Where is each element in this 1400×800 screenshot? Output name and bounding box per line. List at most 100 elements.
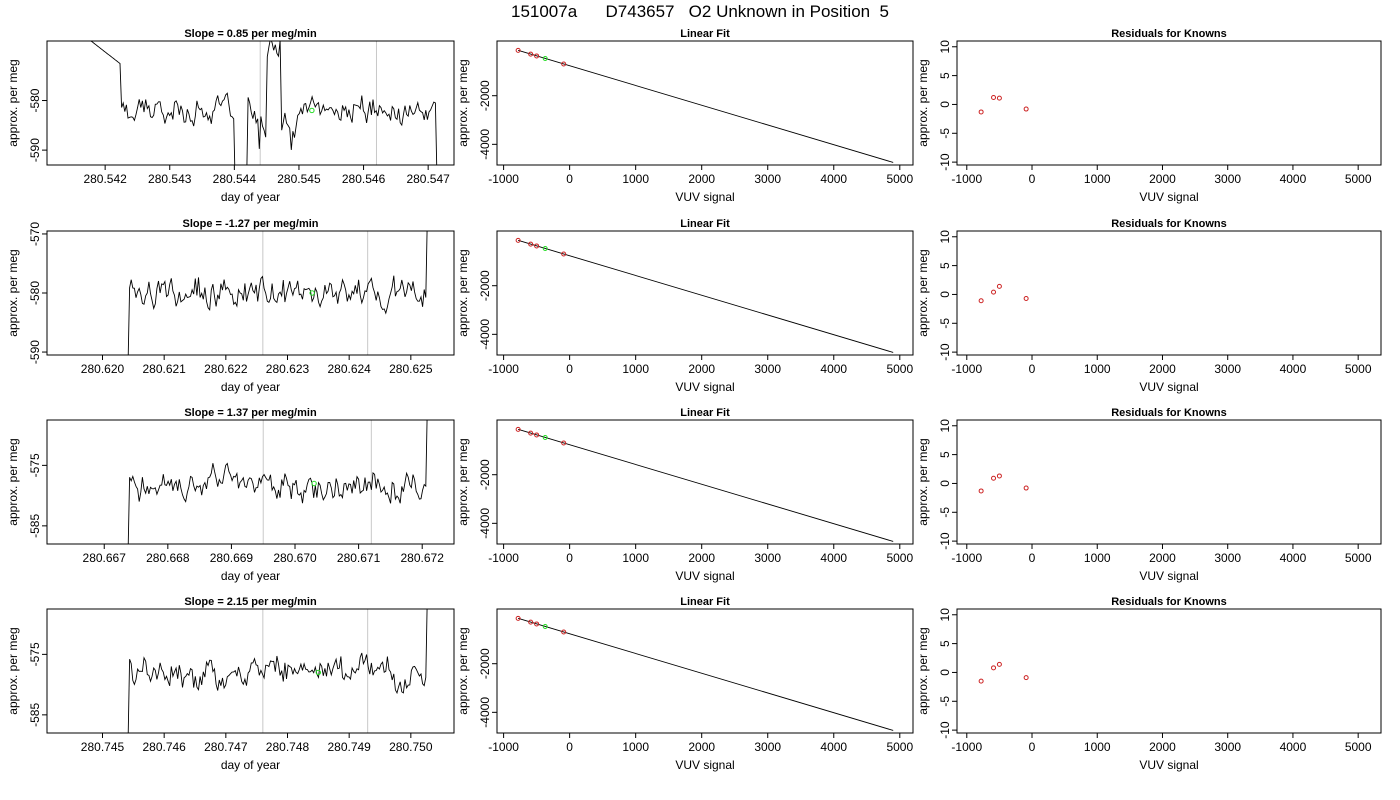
panel-3-1-series-line [127, 420, 428, 544]
panel-3-3-residual-point-2 [991, 475, 997, 481]
panel-2-1-ylabel: approx. per meg [6, 249, 20, 336]
panel-1-1-ytick-label-1: -590 [28, 138, 42, 162]
panel-2-3-xtick-label-2: 0 [1029, 362, 1036, 376]
panel-1-3-title: Residuals for Knowns [1111, 28, 1227, 40]
panel-1-3-ytick-label-4: 5 [938, 72, 952, 79]
panel-1-3-xtick-label-2: 0 [1029, 172, 1036, 186]
panel-2-3-xtick-label-3: 1000 [1084, 362, 1111, 376]
panel-2-3-ytick-label-1: -10 [938, 343, 952, 361]
panel-4-3-xtick-label-7: 5000 [1345, 740, 1372, 754]
panel-2-2-xtick-label-2: 0 [566, 362, 573, 376]
panel-1-2-xtick-label-6: 4000 [820, 172, 847, 186]
panel-1-3-ytick-label-1: -10 [938, 153, 952, 171]
panel-2-3-ytick-label-5: 10 [938, 230, 952, 244]
panel-4-2-xtick-label-5: 3000 [754, 740, 781, 754]
panel-4-2-fit-line [518, 617, 894, 731]
panel-2-3-xtick-label-6: 4000 [1280, 362, 1307, 376]
panel-3-3-ytick-label-4: 5 [938, 451, 952, 458]
panel-4-1-ylabel: approx. per meg [6, 627, 20, 714]
panel-4-2-ytick-label-2: -2000 [478, 648, 492, 679]
panel-1-2-ytick-label-1: -4000 [478, 129, 492, 160]
panel-1-1-xtick-label-6: 280.547 [406, 172, 450, 186]
panel-4-2-ylabel: approx. per meg [456, 627, 470, 714]
panel-2-3-residual-point-1 [978, 298, 984, 304]
panel-2-3-ytick-label-3: 0 [938, 291, 952, 298]
panel-3-3-ytick-label-2: -5 [938, 507, 952, 518]
panel-3-1-xtick-label-1: 280.667 [83, 551, 127, 565]
panel-1-2-ytick-label-2: -2000 [478, 80, 492, 111]
panel-1-2-xtick-label-4: 2000 [688, 172, 715, 186]
panel-3-2-xtick-label-4: 2000 [688, 551, 715, 565]
panel-3-1-xlabel: day of year [221, 569, 280, 583]
panel-4-1-ytick-label-1: -585 [28, 703, 42, 727]
panel-2-2-xtick-label-5: 3000 [754, 362, 781, 376]
panel-1-3-residual-point-3 [996, 95, 1002, 101]
panel-4-3-xtick-label-1: -1000 [951, 740, 982, 754]
panel-3-3-residual-point-1 [978, 488, 984, 494]
panel-4-3-xlabel: VUV signal [1139, 758, 1198, 772]
panel-4-3-ytick-label-3: 0 [938, 669, 952, 676]
panel-4-1-frame [46, 608, 455, 734]
panel-3-3-xtick-label-1: -1000 [951, 551, 982, 565]
panel-3-1-xtick-label-5: 280.671 [337, 551, 381, 565]
panel-4-3-title: Residuals for Knowns [1111, 596, 1227, 608]
panel-3-3-xlabel: VUV signal [1139, 569, 1198, 583]
panel-4-2-xtick-label-2: 0 [566, 740, 573, 754]
panel-4-3-xtick-label-6: 4000 [1280, 740, 1307, 754]
panel-4-1-series-line [127, 609, 428, 733]
panel-1-3-xtick-label-7: 5000 [1345, 172, 1372, 186]
panel-1-2-xlabel: VUV signal [675, 190, 734, 204]
panel-3-2-xtick-label-5: 3000 [754, 551, 781, 565]
panel-2-3-frame [956, 230, 1382, 356]
panel-4-2-known-point-3 [534, 621, 540, 627]
panel-1-1-ytick-label-2: -580 [28, 88, 42, 112]
panel-2-3-xtick-label-4: 2000 [1149, 362, 1176, 376]
panel-4-2-xtick-label-7: 5000 [886, 740, 913, 754]
panel-3-1-xtick-label-6: 280.672 [401, 551, 445, 565]
panel-3-1-ytick-label-2: -575 [28, 453, 42, 477]
panel-3-1-title: Slope = 1.37 per meg/min [184, 407, 317, 419]
panel-1-2-xtick-label-3: 1000 [622, 172, 649, 186]
panel-4-3-residual-point-1 [978, 678, 984, 684]
panel-1-3-xtick-label-1: -1000 [951, 172, 982, 186]
panel-4-1-xtick-label-6: 280.750 [389, 740, 433, 754]
figure-title: 151007a D743657 O2 Unknown in Position 5 [510, 2, 890, 21]
panel-4-2-known-point-2 [528, 619, 534, 625]
panel-4-1-mean-marker [315, 669, 322, 676]
panel-2-1-xtick-label-2: 280.621 [142, 362, 186, 376]
panel-3-2-ylabel: approx. per meg [456, 438, 470, 525]
panel-3-2-ytick-label-1: -4000 [478, 508, 492, 539]
panel-3-2-known-point-1 [515, 426, 521, 432]
panel-4-2-xtick-label-6: 4000 [820, 740, 847, 754]
panel-3-1-frame [46, 419, 455, 545]
panel-4-1-xlabel: day of year [221, 758, 280, 772]
panel-2-1-xtick-label-6: 280.625 [389, 362, 433, 376]
panel-3-2-xtick-label-1: -1000 [488, 551, 519, 565]
panel-4-1-xtick-label-5: 280.749 [327, 740, 371, 754]
panel-2-3-xtick-label-7: 5000 [1345, 362, 1372, 376]
panel-4-2-known-point-4 [561, 629, 567, 635]
panel-2-2-ytick-label-1: -4000 [478, 319, 492, 350]
panel-4-2-frame [496, 608, 914, 734]
panel-1-2-unknown-point [542, 56, 548, 62]
panel-1-1-xtick-label-5: 280.546 [342, 172, 386, 186]
panel-2-1-ytick-label-1: -590 [28, 340, 42, 364]
panel-3-2-xtick-label-2: 0 [566, 551, 573, 565]
panel-3-2-ytick-label-2: -2000 [478, 459, 492, 490]
panel-3-1-ytick-label-1: -585 [28, 514, 42, 538]
panel-2-3-xlabel: VUV signal [1139, 380, 1198, 394]
panel-4-2-unknown-point [542, 624, 548, 630]
panel-3-2-xtick-label-3: 1000 [622, 551, 649, 565]
panel-2-1-ytick-label-2: -580 [28, 281, 42, 305]
panel-3-2-frame [496, 419, 914, 545]
panel-3-2-xtick-label-7: 5000 [886, 551, 913, 565]
panel-1-1-xlabel: day of year [221, 190, 280, 204]
panel-4-3-frame [956, 608, 1382, 734]
panel-1-3-residual-point-1 [978, 109, 984, 115]
panel-1-3-xtick-label-4: 2000 [1149, 172, 1176, 186]
panel-1-2-known-point-2 [528, 51, 534, 57]
panel-2-3-residual-point-2 [991, 289, 997, 295]
panel-1-3-ytick-label-3: 0 [938, 101, 952, 108]
panel-4-2-ytick-label-1: -4000 [478, 697, 492, 728]
